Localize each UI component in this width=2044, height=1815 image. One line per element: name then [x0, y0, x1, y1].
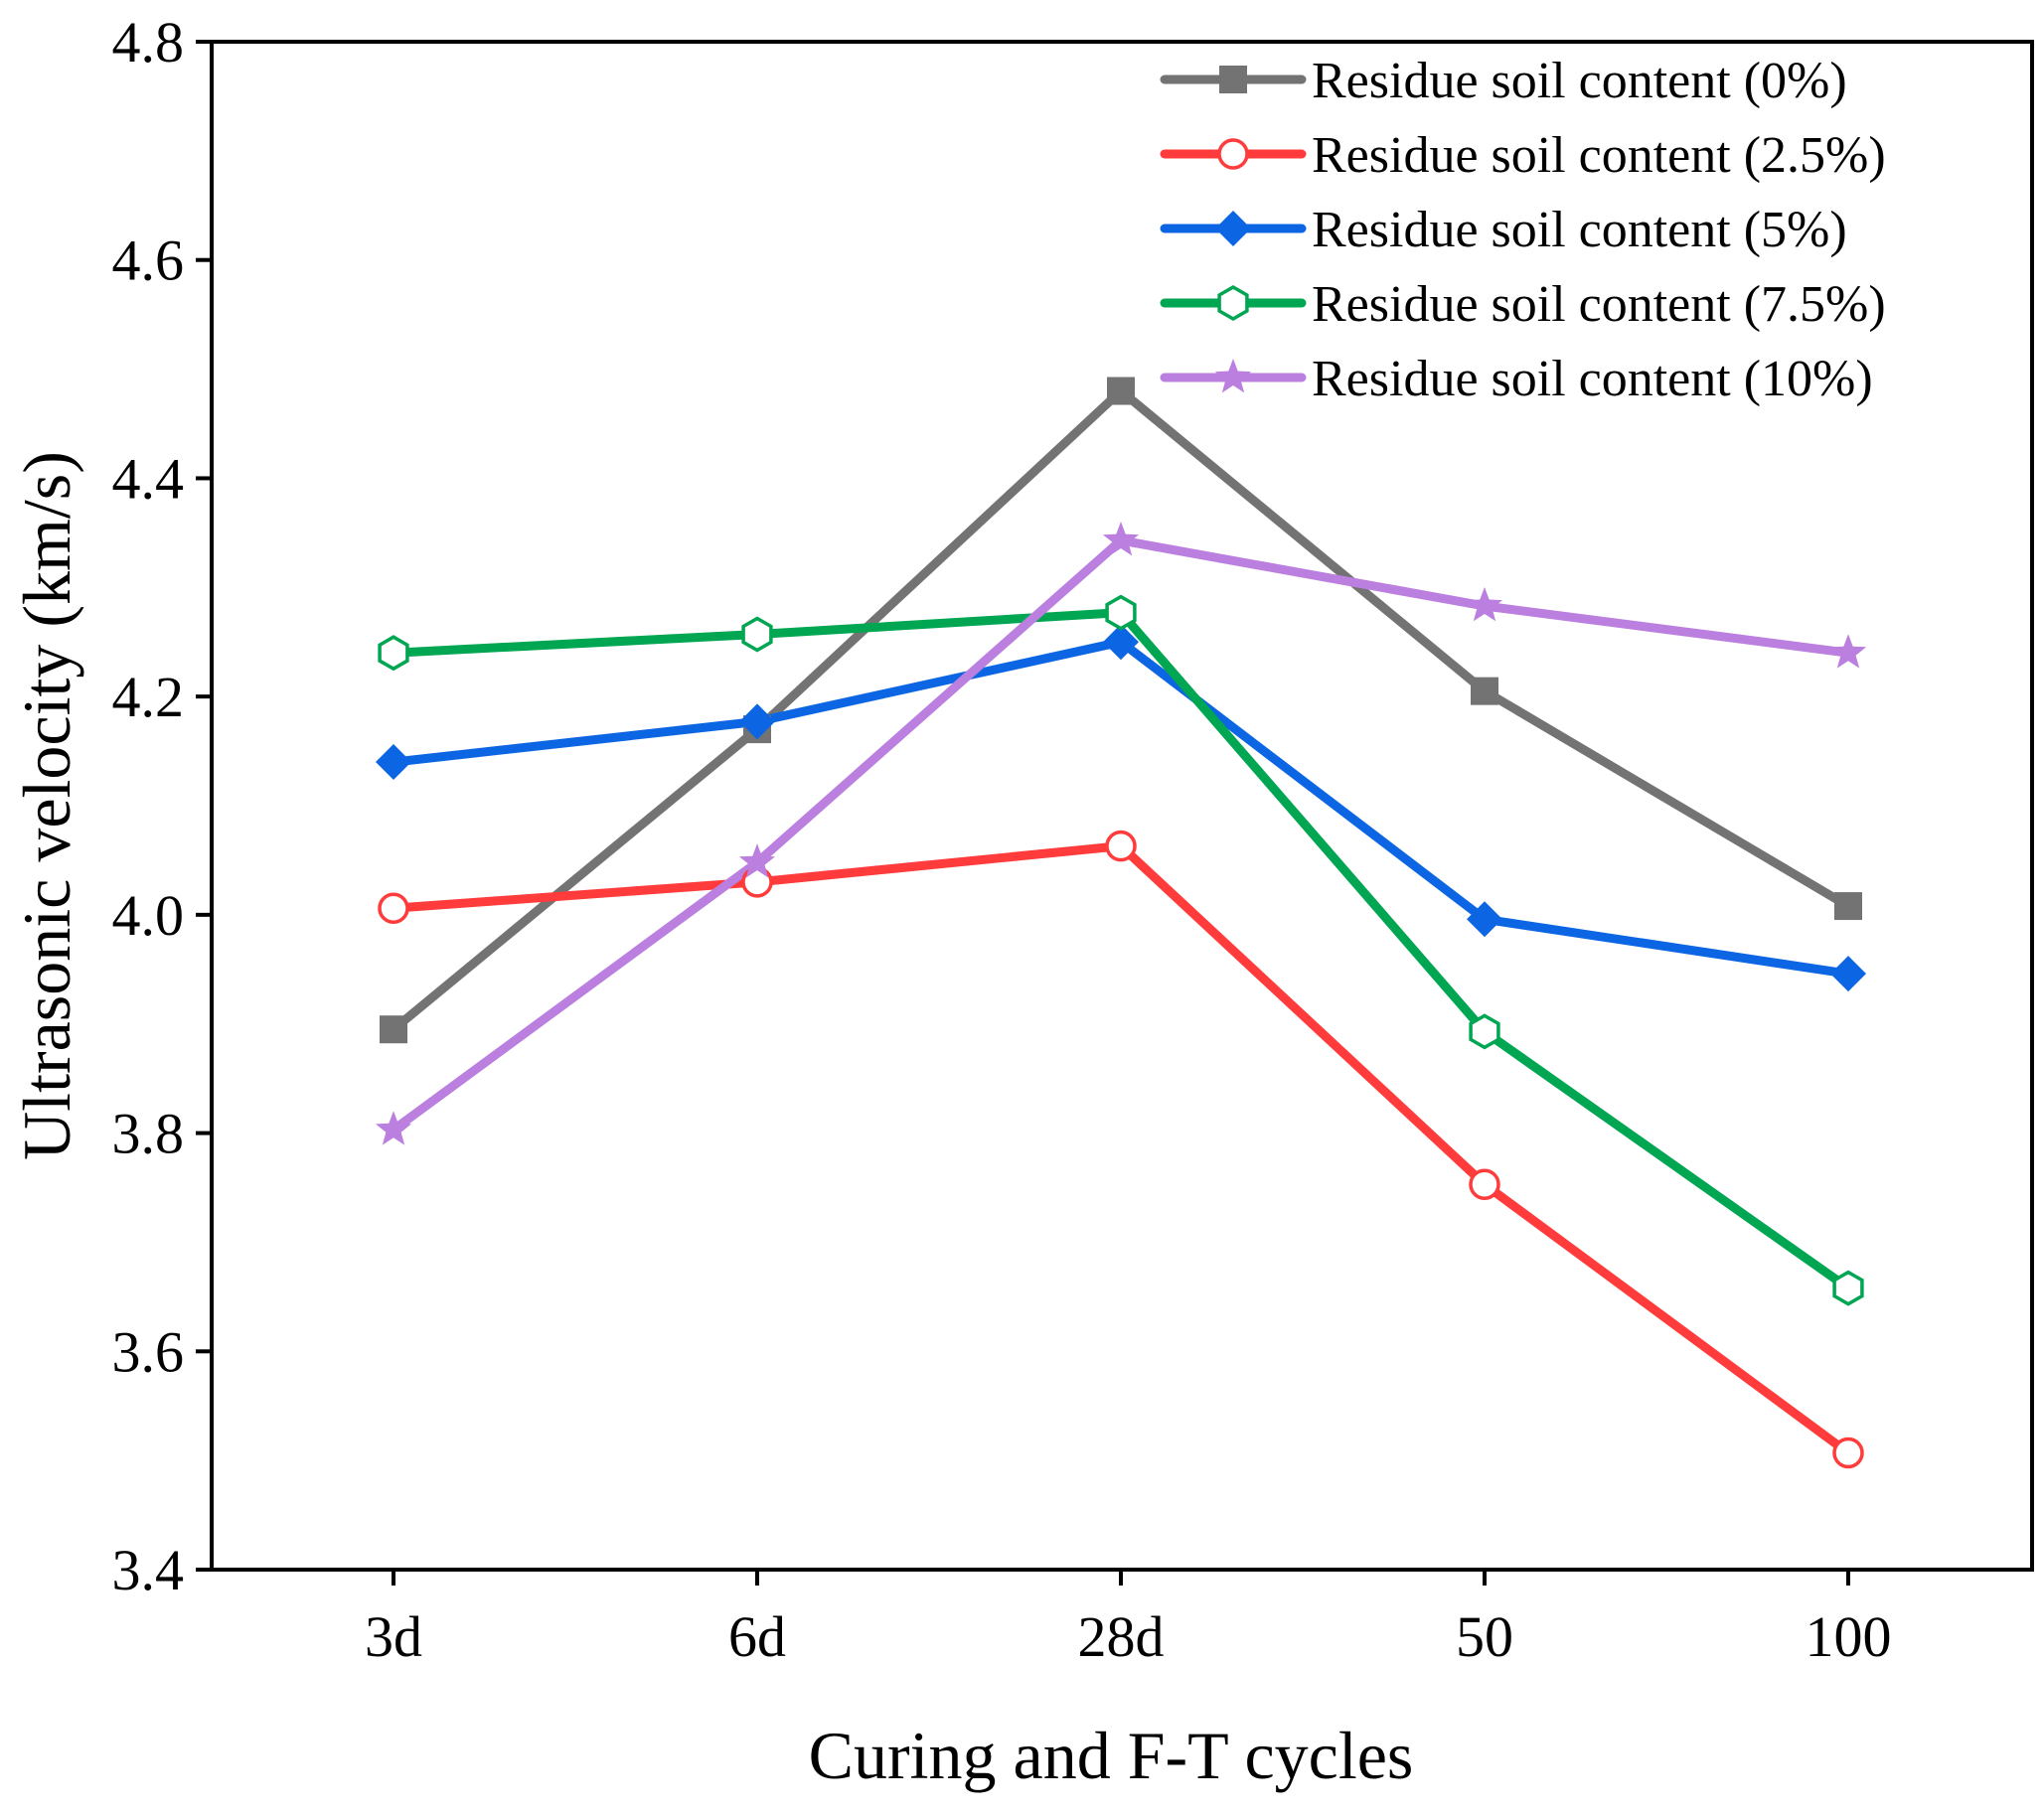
x-axis: 3d 6d 28d 50 100	[365, 1570, 1892, 1669]
y-tick-label: 4.2	[112, 665, 185, 729]
x-tick-label: 3d	[365, 1604, 422, 1669]
data-point-s2-2	[1103, 624, 1139, 661]
data-point-s4-0	[375, 1111, 412, 1145]
legend-label-4: Residue soil content (10%)	[1312, 351, 1873, 407]
plot-frame	[210, 40, 2034, 1572]
data-point-s2-3	[1467, 901, 1502, 938]
data-point-s1-3	[1469, 1168, 1500, 1200]
data-point-s3-2	[1105, 594, 1137, 631]
data-point-s3-0	[378, 635, 409, 672]
legend-label-3: Residue soil content (7.5%)	[1312, 276, 1886, 333]
plot-markers	[375, 377, 1867, 1469]
y-tick-label: 3.4	[112, 1538, 185, 1602]
x-axis-title: Curing and F-T cycles	[809, 1718, 1414, 1793]
legend-label-2: Residue soil content (5%)	[1312, 202, 1847, 258]
y-tick-label: 4.6	[112, 228, 185, 293]
data-point-s2-1	[739, 703, 775, 740]
legend-label-0: Residue soil content (0%)	[1312, 53, 1847, 109]
data-point-s3-4	[1832, 1270, 1864, 1306]
legend-marker-2	[1215, 211, 1251, 246]
y-axis-title: Ultrasonic velocity (km/s)	[9, 451, 84, 1160]
data-point-s1-2	[1105, 830, 1137, 862]
series-line-3	[389, 608, 1853, 1293]
y-axis: 3.4 3.6 3.8 4.0 4.2 4.4 4.6 4.8	[112, 10, 212, 1602]
data-point-s4-3	[1466, 587, 1503, 622]
data-point-s0-3	[1471, 677, 1498, 705]
data-point-s3-3	[1469, 1013, 1500, 1050]
data-point-s0-4	[1834, 892, 1862, 921]
legend-marker-4	[1214, 359, 1252, 393]
data-point-s4-4	[1829, 634, 1867, 669]
y-tick-label: 4.0	[112, 883, 185, 948]
data-point-s4-2	[1102, 522, 1140, 556]
data-point-s1-1	[741, 866, 773, 898]
x-tick-label: 28d	[1078, 1604, 1165, 1669]
data-point-s1-4	[1832, 1437, 1864, 1469]
data-point-s3-1	[741, 616, 773, 653]
data-point-s2-0	[376, 744, 411, 781]
series-line-0	[389, 386, 1853, 1034]
legend-marker-3	[1217, 284, 1249, 322]
data-point-s2-4	[1830, 956, 1866, 992]
y-tick-label: 3.8	[112, 1102, 185, 1166]
legend-marker-0	[1219, 66, 1247, 93]
data-point-s1-0	[378, 892, 409, 925]
y-tick-label: 3.6	[112, 1319, 185, 1384]
legend-marker-1	[1217, 138, 1249, 170]
data-point-s0-0	[380, 1015, 407, 1044]
data-point-s0-2	[1107, 377, 1135, 405]
data-point-s4-1	[738, 843, 776, 878]
y-tick-label: 4.4	[112, 446, 185, 511]
legend: Residue soil content (0%) Residue soil co…	[1160, 53, 1886, 407]
x-tick-label: 6d	[728, 1604, 786, 1669]
series-line-2	[389, 637, 1853, 979]
x-tick-label: 50	[1456, 1604, 1513, 1669]
x-tick-label: 100	[1806, 1604, 1892, 1669]
y-tick-label: 4.8	[112, 10, 185, 75]
plot-lines	[389, 386, 1853, 1457]
legend-label-1: Residue soil content (2.5%)	[1312, 127, 1886, 184]
